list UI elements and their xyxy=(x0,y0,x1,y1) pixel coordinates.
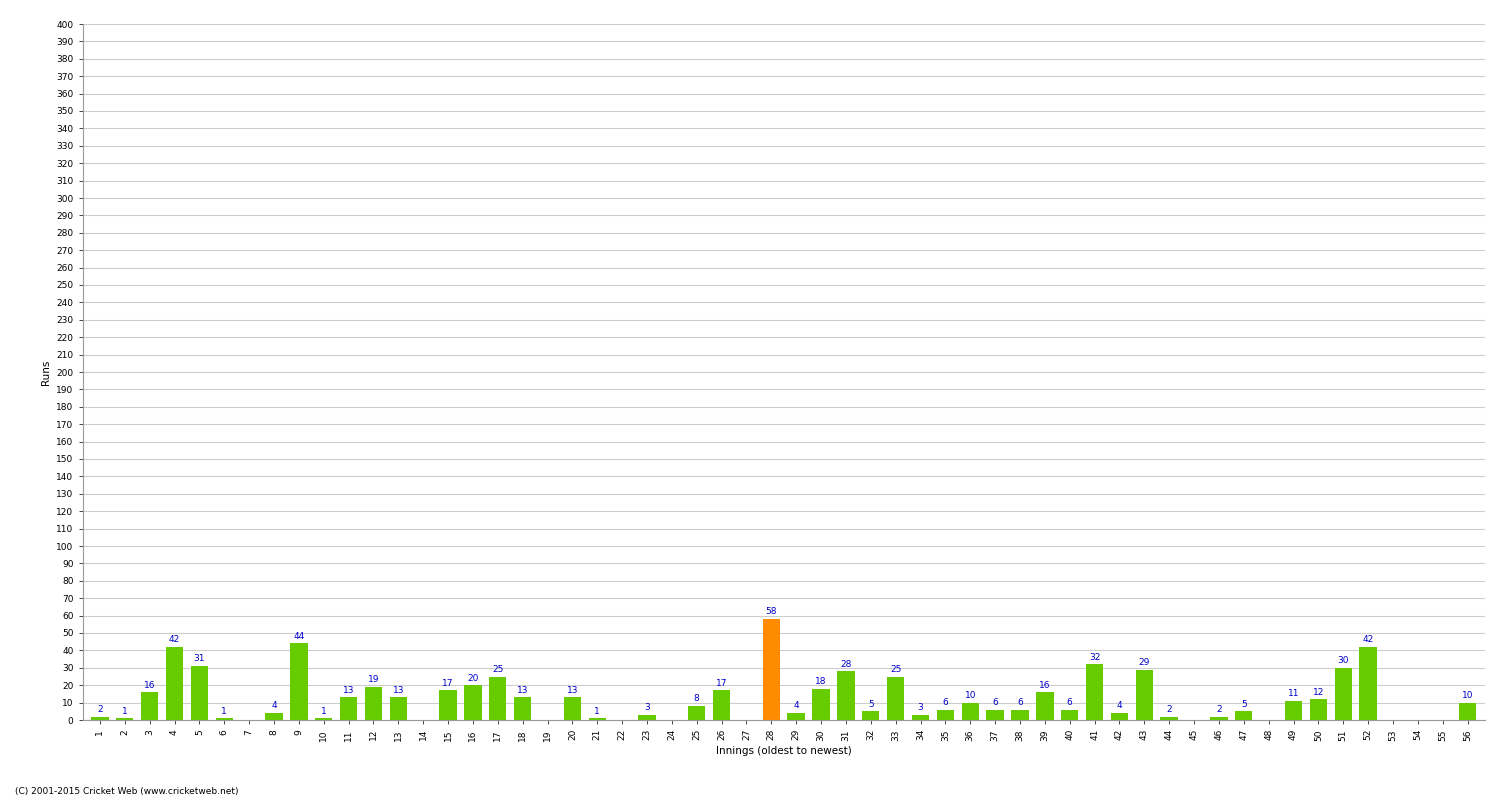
Text: 30: 30 xyxy=(1338,656,1348,665)
Text: 4: 4 xyxy=(272,702,278,710)
Text: 12: 12 xyxy=(1312,687,1324,697)
Bar xyxy=(1060,710,1078,720)
Text: 32: 32 xyxy=(1089,653,1101,662)
Text: 20: 20 xyxy=(466,674,478,682)
Bar xyxy=(1210,717,1227,720)
Bar xyxy=(813,689,830,720)
Bar xyxy=(166,647,183,720)
Text: 3: 3 xyxy=(918,703,924,712)
Text: 1: 1 xyxy=(321,706,327,716)
Text: 2: 2 xyxy=(1216,705,1221,714)
Text: 3: 3 xyxy=(644,703,650,712)
Bar xyxy=(514,698,531,720)
Bar xyxy=(1112,713,1128,720)
Bar xyxy=(1234,711,1252,720)
Text: 6: 6 xyxy=(992,698,998,707)
Text: 13: 13 xyxy=(567,686,578,694)
Bar xyxy=(315,718,333,720)
Bar xyxy=(141,692,159,720)
Bar xyxy=(266,713,282,720)
Text: 4: 4 xyxy=(1116,702,1122,710)
Text: 42: 42 xyxy=(170,635,180,644)
Bar xyxy=(1286,701,1302,720)
Bar xyxy=(1310,699,1328,720)
Bar xyxy=(762,619,780,720)
Text: 25: 25 xyxy=(492,665,504,674)
Bar xyxy=(216,718,232,720)
Text: 17: 17 xyxy=(442,679,454,688)
Bar xyxy=(588,718,606,720)
Text: 10: 10 xyxy=(1462,691,1473,700)
Text: 5: 5 xyxy=(1240,700,1246,709)
Bar xyxy=(564,698,580,720)
Text: 17: 17 xyxy=(716,679,728,688)
X-axis label: Innings (oldest to newest): Innings (oldest to newest) xyxy=(716,746,852,756)
Text: 6: 6 xyxy=(942,698,948,707)
Text: 1: 1 xyxy=(222,706,226,716)
Bar xyxy=(1136,670,1154,720)
Bar xyxy=(1011,710,1029,720)
Bar xyxy=(788,713,806,720)
Bar xyxy=(116,718,134,720)
Text: 1: 1 xyxy=(122,706,128,716)
Bar xyxy=(639,714,656,720)
Bar xyxy=(688,706,705,720)
Text: 16: 16 xyxy=(1040,681,1050,690)
Bar xyxy=(390,698,406,720)
Y-axis label: Runs: Runs xyxy=(40,359,51,385)
Text: 5: 5 xyxy=(868,700,873,709)
Bar xyxy=(1086,664,1104,720)
Text: 6: 6 xyxy=(1017,698,1023,707)
Text: 29: 29 xyxy=(1138,658,1150,667)
Bar xyxy=(364,687,382,720)
Bar xyxy=(1036,692,1053,720)
Text: 2: 2 xyxy=(98,705,102,714)
Text: 8: 8 xyxy=(694,694,699,703)
Text: 10: 10 xyxy=(964,691,976,700)
Text: 42: 42 xyxy=(1362,635,1374,644)
Bar xyxy=(190,666,208,720)
Bar xyxy=(290,643,308,720)
Bar xyxy=(886,677,904,720)
Bar xyxy=(464,685,482,720)
Text: 11: 11 xyxy=(1288,690,1299,698)
Bar xyxy=(489,677,507,720)
Text: 16: 16 xyxy=(144,681,156,690)
Bar xyxy=(1335,668,1352,720)
Text: 1: 1 xyxy=(594,706,600,716)
Text: 4: 4 xyxy=(794,702,800,710)
Bar xyxy=(987,710,1004,720)
Bar xyxy=(1359,647,1377,720)
Text: (C) 2001-2015 Cricket Web (www.cricketweb.net): (C) 2001-2015 Cricket Web (www.cricketwe… xyxy=(15,787,238,796)
Bar xyxy=(340,698,357,720)
Bar xyxy=(440,690,456,720)
Text: 58: 58 xyxy=(765,607,777,617)
Bar xyxy=(92,717,108,720)
Bar xyxy=(1161,717,1178,720)
Text: 13: 13 xyxy=(518,686,528,694)
Bar xyxy=(936,710,954,720)
Text: 19: 19 xyxy=(368,675,380,684)
Text: 25: 25 xyxy=(890,665,902,674)
Text: 13: 13 xyxy=(344,686,354,694)
Bar xyxy=(712,690,730,720)
Text: 44: 44 xyxy=(292,632,304,641)
Text: 6: 6 xyxy=(1066,698,1072,707)
Text: 13: 13 xyxy=(393,686,404,694)
Text: 31: 31 xyxy=(194,654,206,663)
Text: 18: 18 xyxy=(816,677,827,686)
Bar xyxy=(912,714,928,720)
Bar xyxy=(837,671,855,720)
Bar xyxy=(862,711,879,720)
Bar xyxy=(1460,702,1476,720)
Text: 28: 28 xyxy=(840,660,852,669)
Text: 2: 2 xyxy=(1167,705,1172,714)
Bar xyxy=(962,702,980,720)
